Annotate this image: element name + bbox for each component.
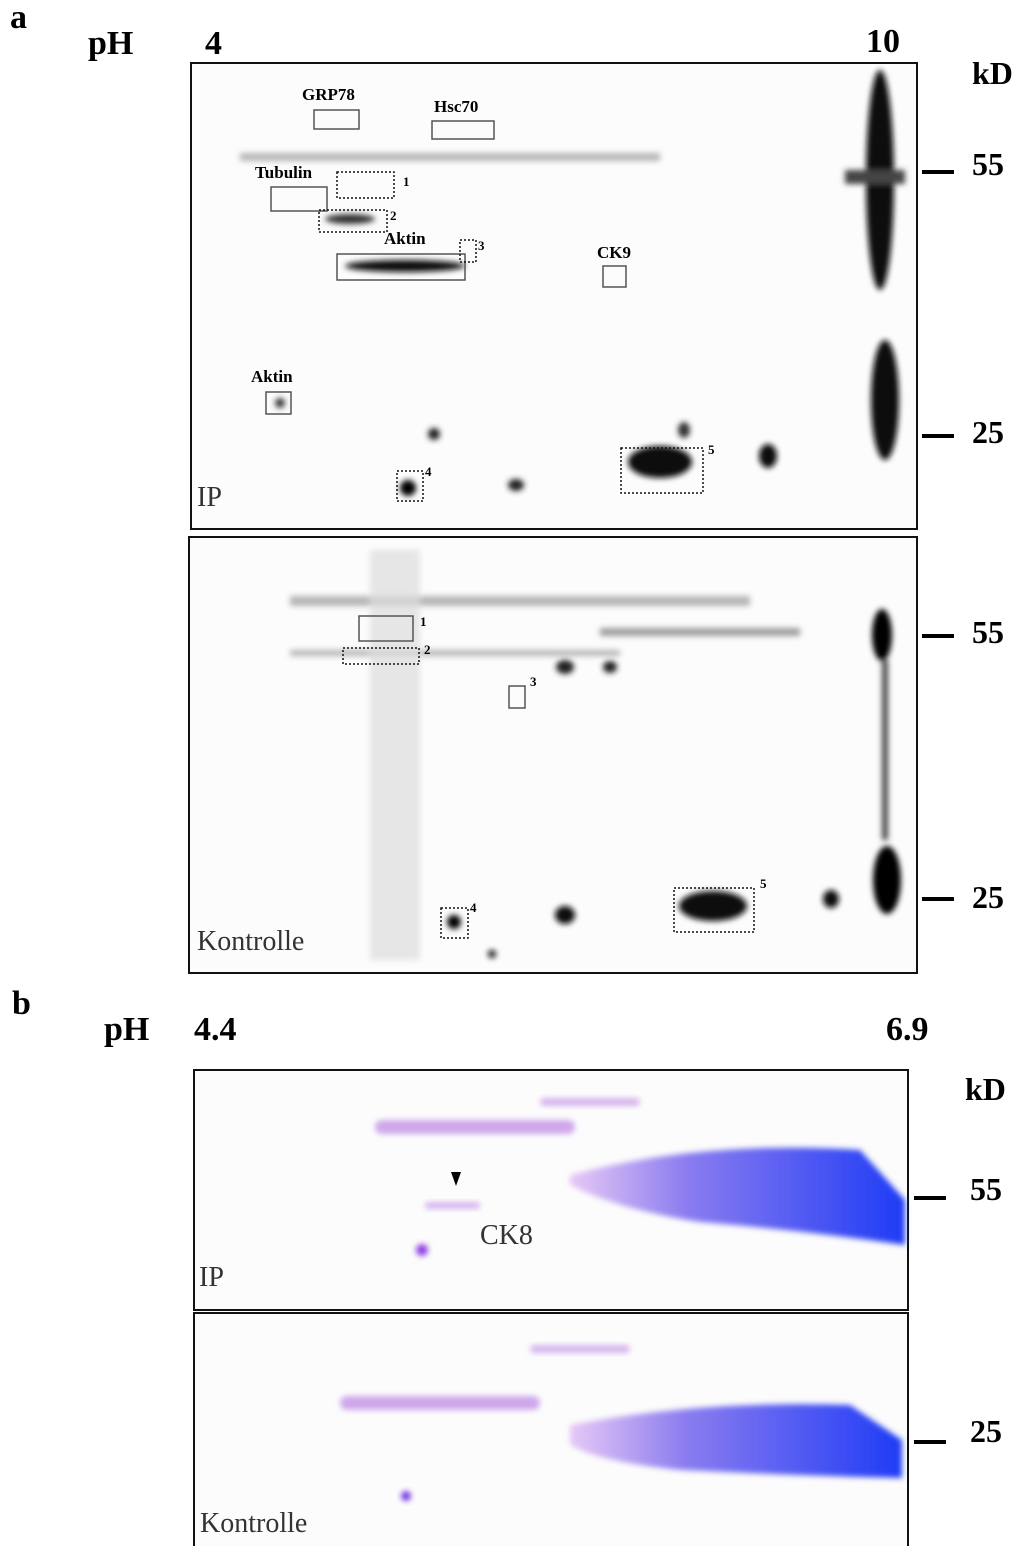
box (508, 685, 526, 709)
spot-number: 1 (420, 614, 427, 629)
spot-number: 1 (403, 174, 410, 189)
gel-name: IP (199, 1262, 224, 1293)
box (336, 171, 395, 199)
box (270, 186, 328, 212)
spot-number: 3 (530, 674, 537, 689)
spot-number: 5 (760, 876, 767, 891)
box (602, 265, 627, 288)
unit: kD (972, 55, 1013, 91)
protein-label: Aktin (384, 229, 426, 248)
box (313, 109, 360, 130)
gel-spots (375, 1098, 905, 1256)
gel-name: Kontrolle (197, 926, 304, 957)
box (459, 239, 477, 263)
box (431, 120, 495, 140)
gel-name: Kontrolle (200, 1508, 307, 1539)
panel-label: a (10, 0, 27, 36)
marker-label: 55 (972, 146, 1004, 182)
gel-spots (240, 70, 905, 496)
protein-label: CK8 (480, 1220, 533, 1251)
ph-min: 4 (205, 25, 222, 62)
gel-spots (290, 550, 901, 960)
box (358, 615, 414, 642)
gel-ip (190, 62, 918, 530)
spot-number: 5 (708, 442, 715, 457)
gel-spots (340, 1345, 902, 1501)
gel-control (188, 536, 918, 974)
box (673, 887, 755, 933)
spot-number: 3 (478, 238, 485, 253)
ph-label: pH (88, 25, 133, 62)
spot-number: 2 (390, 208, 397, 223)
marker-label: 25 (970, 1413, 1002, 1449)
box (318, 209, 388, 233)
ph-min: 4.4 (194, 1011, 237, 1048)
gel-control (193, 1312, 909, 1546)
spot-number: 4 (470, 900, 477, 915)
box (440, 907, 469, 939)
ph-max: 6.9 (886, 1011, 929, 1048)
unit: kD (965, 1071, 1006, 1107)
protein-label: CK9 (597, 243, 631, 262)
protein-label: Aktin (251, 367, 293, 386)
panel-label: b (12, 985, 31, 1022)
box (620, 447, 704, 494)
protein-label: Hsc70 (434, 97, 478, 116)
marker-label: 25 (972, 414, 1004, 450)
protein-label: Tubulin (255, 163, 313, 182)
marker-label: 25 (972, 879, 1004, 915)
marker-label: 55 (970, 1171, 1002, 1207)
box (336, 253, 466, 281)
spot-number: 2 (424, 642, 431, 657)
box (265, 391, 292, 415)
protein-label: GRP78 (302, 85, 355, 104)
ph-max: 10 (866, 23, 900, 60)
ph-label: pH (104, 1011, 149, 1048)
spot-number: 4 (425, 464, 432, 479)
box (396, 470, 424, 502)
box (342, 647, 420, 665)
marker-label: 55 (972, 614, 1004, 650)
gel-name: IP (197, 482, 222, 513)
